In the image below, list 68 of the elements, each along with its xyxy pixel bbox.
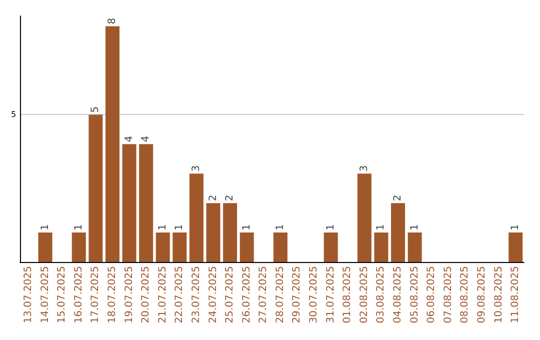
x-tick-label: 15.07.2025 <box>56 266 68 324</box>
x-tick-label: 24.07.2025 <box>208 266 219 324</box>
data-label: 1 <box>376 224 387 231</box>
bar <box>38 232 52 262</box>
x-tick-label: 10.08.2025 <box>493 266 504 324</box>
bar <box>206 203 220 262</box>
x-tick-label: 20.07.2025 <box>140 266 152 324</box>
data-label: 1 <box>241 224 252 231</box>
bar <box>223 203 238 262</box>
data-label: 1 <box>274 224 286 231</box>
x-tick-label: 27.07.2025 <box>258 266 270 324</box>
data-label: 2 <box>392 194 404 202</box>
data-label: 4 <box>140 136 152 142</box>
x-tick-label: 22.07.2025 <box>174 266 186 324</box>
data-label: 1 <box>325 224 336 231</box>
x-tick-label: 07.08.2025 <box>442 266 454 324</box>
data-label: 1 <box>510 224 522 231</box>
x-tick-label: 02.08.2025 <box>358 266 370 324</box>
x-tick-label: 01.08.2025 <box>342 266 354 324</box>
x-tick-label: 08.08.2025 <box>460 266 471 324</box>
x-tick-label: 06.08.2025 <box>426 266 438 324</box>
bar <box>240 232 254 262</box>
x-tick-label: 04.08.2025 <box>392 266 404 324</box>
data-label: 2 <box>224 194 236 202</box>
data-label: 4 <box>124 136 135 142</box>
bar <box>273 232 288 262</box>
x-tick-label: 18.07.2025 <box>106 266 118 324</box>
x-tick-label: 31.07.2025 <box>325 266 336 324</box>
data-label: 1 <box>73 224 84 231</box>
bar <box>324 232 338 262</box>
bar <box>391 203 406 262</box>
x-tick-label: 28.07.2025 <box>274 266 286 324</box>
x-tick-label: 11.08.2025 <box>510 266 522 324</box>
x-tick-label: 09.08.2025 <box>476 266 488 324</box>
x-tick-label: 05.08.2025 <box>409 266 420 324</box>
bar <box>189 174 204 262</box>
bar <box>72 232 86 262</box>
x-tick-label: 14.07.2025 <box>40 266 51 324</box>
x-tick-label: 03.08.2025 <box>376 266 387 324</box>
data-label: 1 <box>40 224 51 231</box>
data-label: 1 <box>409 224 420 231</box>
data-label: 3 <box>358 165 370 172</box>
x-tick-label: 17.07.2025 <box>90 266 102 324</box>
x-tick-label: 19.07.2025 <box>124 266 135 324</box>
bar <box>357 174 372 262</box>
bar <box>508 232 523 262</box>
x-tick-label: 26.07.2025 <box>241 266 252 324</box>
bar <box>105 26 120 262</box>
x-tick-label: 13.07.2025 <box>22 266 34 324</box>
data-label: 1 <box>174 224 186 231</box>
bar <box>122 144 136 262</box>
data-label: 8 <box>106 18 118 24</box>
x-tick-label: 21.07.2025 <box>157 266 168 324</box>
bar <box>88 114 103 262</box>
data-label: 5 <box>90 106 102 113</box>
bar <box>172 232 187 262</box>
bar <box>139 144 154 262</box>
x-tick-label: 25.07.2025 <box>224 266 236 324</box>
data-label: 2 <box>208 194 219 202</box>
data-label: 3 <box>190 165 202 172</box>
x-tick-label: 30.07.2025 <box>308 266 320 324</box>
x-tick-label: 23.07.2025 <box>190 266 202 324</box>
x-tick-label: 29.07.2025 <box>292 266 303 324</box>
bar <box>156 232 170 262</box>
data-label: 1 <box>157 224 168 231</box>
bar <box>374 232 388 262</box>
x-tick-label: 16.07.2025 <box>73 266 84 324</box>
bar <box>408 232 422 262</box>
